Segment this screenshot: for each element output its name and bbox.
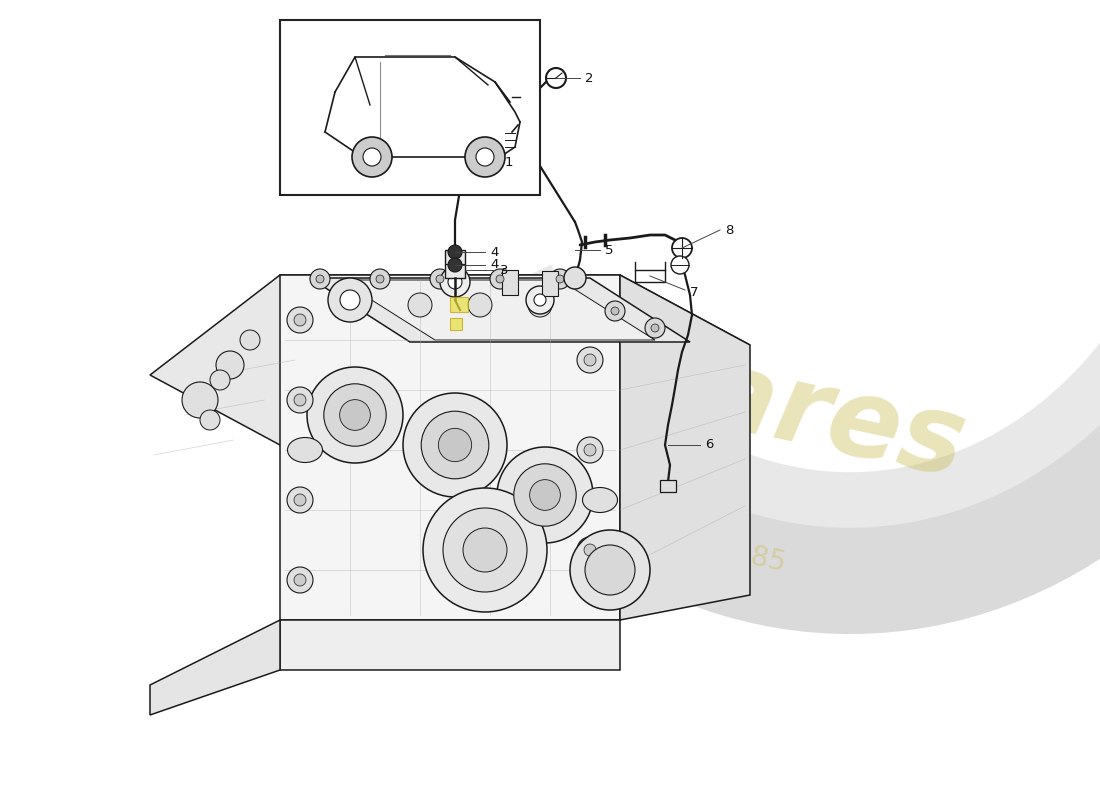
Circle shape [200,410,220,430]
Circle shape [287,567,314,593]
Bar [542,271,558,296]
Circle shape [440,267,470,297]
Text: a passion for parts since 1985: a passion for parts since 1985 [372,462,788,578]
Circle shape [672,238,692,258]
Circle shape [430,269,450,289]
Polygon shape [620,275,750,620]
Circle shape [403,393,507,497]
Circle shape [570,530,650,610]
Circle shape [465,137,505,177]
Circle shape [496,275,504,283]
Polygon shape [340,280,654,340]
Circle shape [490,269,510,289]
Circle shape [294,574,306,586]
Circle shape [408,293,432,317]
Text: 8: 8 [725,223,734,237]
Circle shape [376,275,384,283]
Circle shape [468,293,492,317]
Polygon shape [150,620,280,715]
Polygon shape [280,275,620,620]
Circle shape [424,488,547,612]
Circle shape [307,367,403,463]
Circle shape [448,275,462,289]
Circle shape [294,314,306,326]
Text: 3: 3 [500,263,508,277]
Bar [660,480,676,492]
Circle shape [651,324,659,332]
Text: 1: 1 [505,155,514,169]
Circle shape [421,411,488,478]
Circle shape [550,269,570,289]
Circle shape [564,267,586,289]
Circle shape [528,293,552,317]
Circle shape [439,428,472,462]
Circle shape [605,301,625,321]
Polygon shape [310,278,690,342]
Circle shape [476,148,494,166]
Circle shape [578,347,603,373]
Circle shape [546,68,566,88]
Bar [450,318,462,330]
Circle shape [240,330,260,350]
Circle shape [584,544,596,556]
Circle shape [514,464,576,526]
Polygon shape [280,620,620,670]
Circle shape [584,444,596,456]
Text: eu      ares: eu ares [326,262,975,498]
Circle shape [585,545,635,595]
Bar [502,270,518,295]
Circle shape [210,370,230,390]
Circle shape [584,354,596,366]
Circle shape [352,137,392,177]
Circle shape [216,351,244,379]
Circle shape [340,290,360,310]
Circle shape [287,387,314,413]
Circle shape [287,307,314,333]
Circle shape [526,286,554,314]
Circle shape [463,528,507,572]
Circle shape [182,382,218,418]
Circle shape [534,294,546,306]
Text: 4: 4 [490,258,498,271]
Bar [446,250,465,278]
Bar [280,20,540,195]
Circle shape [497,447,593,543]
Circle shape [323,384,386,446]
Circle shape [671,256,689,274]
Text: 4: 4 [490,246,498,258]
Circle shape [287,487,314,513]
Circle shape [645,318,665,338]
Circle shape [448,258,462,272]
Circle shape [443,508,527,592]
Circle shape [340,400,371,430]
Polygon shape [280,275,750,345]
Text: 7: 7 [690,286,698,298]
Ellipse shape [287,438,322,462]
Circle shape [578,537,603,563]
Circle shape [310,269,330,289]
Circle shape [529,480,560,510]
Circle shape [436,275,444,283]
Polygon shape [150,275,410,445]
Text: 6: 6 [705,438,714,451]
Bar [450,297,468,312]
Circle shape [328,278,372,322]
Circle shape [370,269,390,289]
Circle shape [294,494,306,506]
Circle shape [448,245,462,259]
Circle shape [578,437,603,463]
Text: 5: 5 [605,243,614,257]
Ellipse shape [583,487,617,513]
Text: 2: 2 [585,71,594,85]
Circle shape [556,275,564,283]
Circle shape [363,148,381,166]
Circle shape [610,307,619,315]
Circle shape [294,394,306,406]
Circle shape [316,275,324,283]
